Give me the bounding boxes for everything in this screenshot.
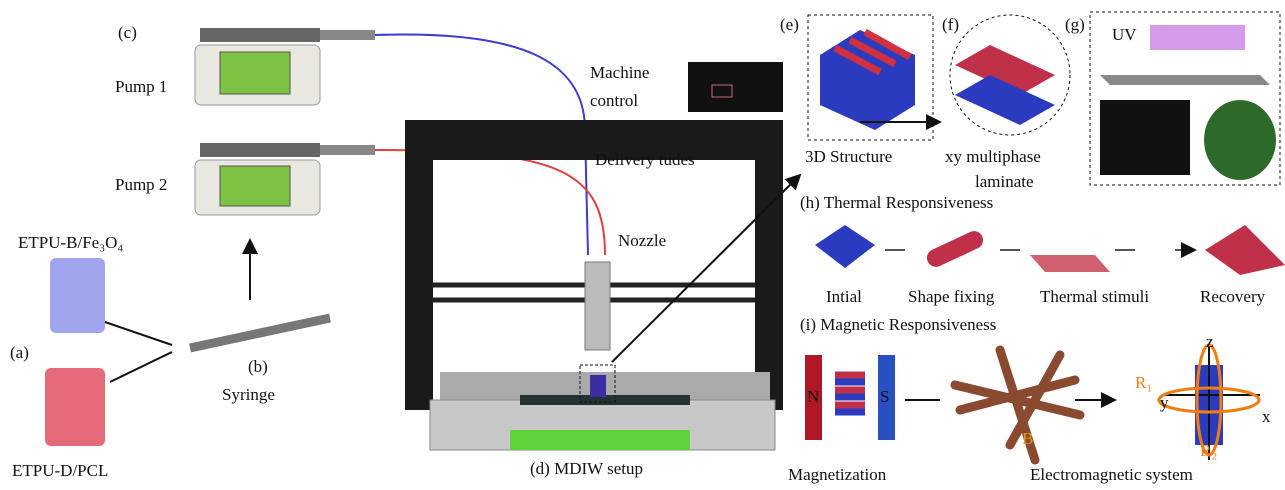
label: Nozzle: [618, 231, 666, 250]
axis-label: z: [1206, 332, 1214, 351]
label: R₂: [1200, 441, 1217, 460]
label: Syringe: [222, 385, 275, 404]
label: Intial: [826, 287, 862, 306]
label: B: [1022, 429, 1033, 448]
label: Machine: [590, 63, 649, 82]
title: (h) Thermal Responsiveness: [800, 193, 993, 212]
label: laminate: [975, 172, 1034, 191]
label: Recovery: [1200, 287, 1266, 306]
label: Delivery tudes: [595, 150, 695, 169]
label: Shape fixing: [908, 287, 995, 306]
label: UV: [1112, 25, 1137, 44]
label: Pump 1: [115, 77, 167, 96]
label: ETPU-B/Fe₃O₄: [18, 233, 123, 252]
artwork: [45, 11, 1285, 465]
label: Magnetization: [788, 465, 887, 484]
label: xy multiphase: [945, 147, 1041, 166]
tag: (f): [942, 15, 959, 34]
label: 3D Structure: [805, 147, 892, 166]
tag: (e): [780, 15, 799, 34]
label: ETPU-D/PCL: [12, 461, 108, 480]
caption: (d) MDIW setup: [530, 459, 643, 478]
label: Electromagnetic system: [1030, 465, 1193, 484]
label: Pump 2: [115, 175, 167, 194]
tag: (a): [10, 343, 29, 362]
axis-label: x: [1262, 407, 1271, 426]
label: S: [880, 387, 889, 406]
tag: (g): [1065, 15, 1085, 34]
label: N: [807, 387, 819, 406]
label: R₁: [1135, 373, 1152, 392]
tag: (c): [118, 23, 137, 42]
label: Thermal stimuli: [1040, 287, 1149, 306]
tag: (b): [248, 357, 268, 376]
title: (i) Magnetic Responsiveness: [800, 315, 996, 334]
axis-label: y: [1160, 393, 1169, 412]
label: control: [590, 91, 638, 110]
